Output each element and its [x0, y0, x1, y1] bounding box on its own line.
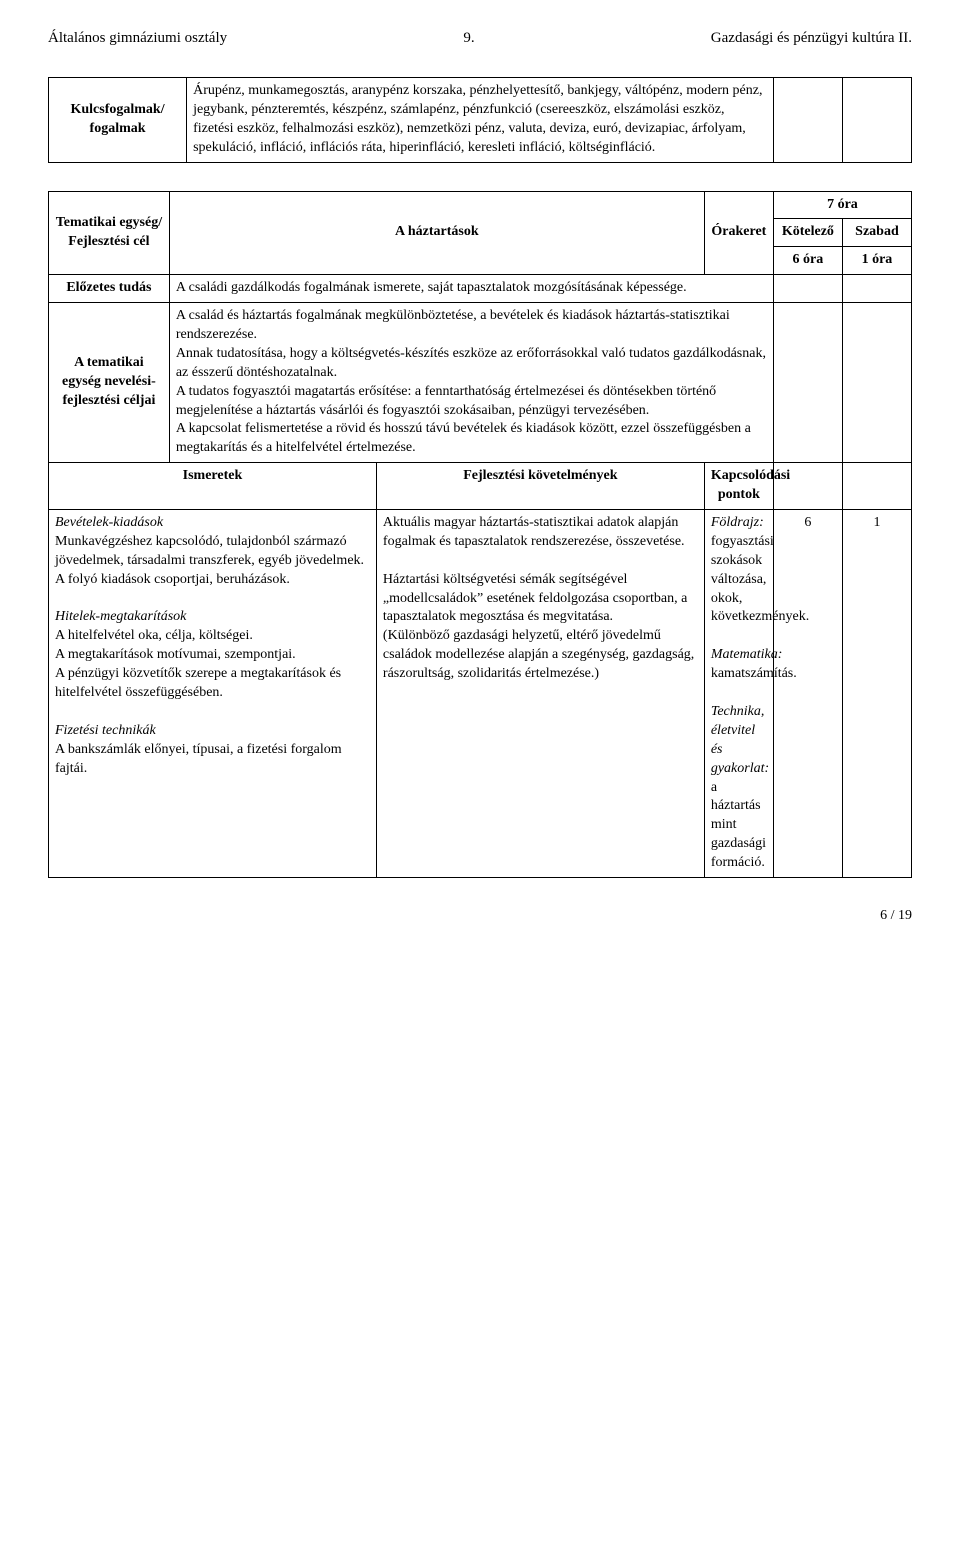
kapcs-p3-label: Technika, életvitel és gyakorlat: — [711, 704, 769, 776]
empty-cell — [773, 78, 842, 163]
fejlesztesi-header: Fejlesztési követelmények — [376, 463, 704, 510]
ismeretek-p3-title: Fizetési technikák — [55, 723, 156, 738]
header-center: 9. — [463, 30, 474, 47]
orakeret-label: Órakeret — [704, 191, 773, 275]
page-footer: 6 / 19 — [48, 908, 912, 924]
page-header: Általános gimnáziumi osztály 9. Gazdaság… — [48, 30, 912, 47]
col-b-value: 1 — [842, 510, 911, 878]
empty-cell — [842, 463, 911, 510]
kapcsolodasi-header: Kapcsolódási pontok — [704, 463, 773, 510]
kapcs-p1-label: Földrajz: — [711, 515, 764, 530]
topic-table: Tematikai egység/ Fejlesztési cél A házt… — [48, 191, 912, 878]
szabad-value: 1 óra — [842, 247, 911, 275]
empty-cell — [773, 303, 842, 463]
ismeretek-p3-body: A bankszámlák előnyei, típusai, a fizeté… — [55, 742, 342, 776]
hours-top: 7 óra — [773, 191, 911, 219]
ismeretek-p2-title: Hitelek-megtakarítások — [55, 609, 186, 624]
keywords-content: Árupénz, munkamegosztás, aranypénz korsz… — [187, 78, 774, 163]
kotelezo-value: 6 óra — [773, 247, 842, 275]
ismeretek-header: Ismeretek — [49, 463, 377, 510]
kapcs-p2-text: kamatszámítás. — [711, 666, 797, 681]
kapcs-p3-text: a háztartás mint gazdasági formáció. — [711, 780, 766, 871]
keywords-table: Kulcsfogalmak/ fogalmak Árupénz, munkame… — [48, 77, 912, 163]
tematikai-label: Tematikai egység/ Fejlesztési cél — [49, 191, 170, 275]
col-a-value: 6 — [773, 510, 842, 878]
empty-cell — [773, 275, 842, 303]
kapcsolodasi-cell: Földrajz: fogyasztási szokások változása… — [704, 510, 773, 878]
elozetes-label: Előzetes tudás — [49, 275, 170, 303]
header-left: Általános gimnáziumi osztály — [48, 30, 227, 47]
header-right: Gazdasági és pénzügyi kultúra II. — [711, 30, 912, 47]
kapcs-p2-label: Matematika: — [711, 647, 783, 662]
empty-cell — [842, 78, 911, 163]
fejlesztesi-cell: Aktuális magyar háztartás-statisztikai a… — [376, 510, 704, 878]
ismeretek-p2-body: A hitelfelvétel oka, célja, költségei. A… — [55, 628, 341, 700]
empty-cell — [842, 303, 911, 463]
elozetes-text: A családi gazdálkodás fogalmának ismeret… — [169, 275, 773, 303]
kotelezo-label: Kötelező — [773, 219, 842, 247]
ismeretek-p1-title: Bevételek-kiadások — [55, 515, 163, 530]
empty-cell — [842, 275, 911, 303]
szabad-label: Szabad — [842, 219, 911, 247]
ismeretek-cell: Bevételek-kiadások Munkavégzéshez kapcso… — [49, 510, 377, 878]
topic-title: A háztartások — [169, 191, 704, 275]
tematikai-egyseg-label: A tematikai egység nevelési-fejlesztési … — [49, 303, 170, 463]
tematikai-egyseg-text: A család és háztartás fogalmának megkülö… — [169, 303, 773, 463]
keywords-label: Kulcsfogalmak/ fogalmak — [49, 78, 187, 163]
ismeretek-p1-body: Munkavégzéshez kapcsolódó, tulajdonból s… — [55, 534, 364, 587]
